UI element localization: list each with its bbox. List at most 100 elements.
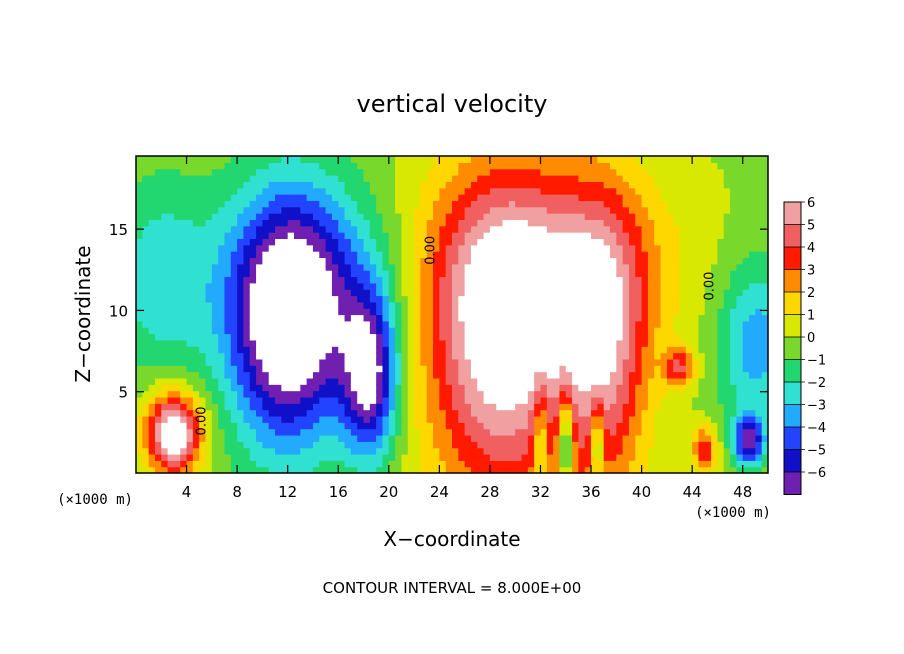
heatmap-cell — [173, 276, 181, 284]
heatmap-cell — [281, 460, 289, 468]
heatmap-cell — [483, 238, 491, 246]
heatmap-cell — [534, 244, 542, 252]
heatmap-cell — [344, 390, 352, 398]
heatmap-cell — [730, 181, 737, 189]
heatmap-cell — [477, 453, 485, 461]
heatmap-cell — [192, 187, 200, 195]
heatmap-cell — [761, 308, 768, 316]
heatmap-cell — [420, 390, 428, 398]
heatmap-cell — [161, 333, 169, 341]
heatmap-cell — [199, 181, 207, 189]
heatmap-cell — [325, 384, 333, 392]
heatmap-cell — [515, 289, 523, 297]
heatmap-cell — [458, 270, 466, 278]
heatmap-cell — [723, 257, 731, 265]
heatmap-cell — [287, 352, 295, 360]
heatmap-cell — [344, 187, 352, 195]
heatmap-cell — [294, 390, 301, 398]
heatmap-cell — [407, 301, 415, 309]
heatmap-cell — [515, 244, 523, 252]
heatmap-cell — [199, 263, 207, 271]
heatmap-cell — [692, 333, 700, 341]
heatmap-cell — [287, 434, 295, 442]
heatmap-cell — [749, 213, 756, 220]
heatmap-cell — [268, 251, 276, 259]
heatmap-cell — [237, 162, 245, 170]
heatmap-cell — [742, 384, 750, 392]
heatmap-cell — [540, 333, 548, 341]
heatmap-cell — [167, 263, 175, 271]
heatmap-cell — [622, 282, 630, 290]
heatmap-cell — [312, 333, 320, 341]
heatmap-cell — [363, 441, 371, 449]
heatmap-cell — [237, 428, 245, 436]
heatmap-cell — [527, 441, 535, 449]
heatmap-cell — [673, 384, 681, 392]
heatmap-cell — [597, 415, 605, 423]
heatmap-cell — [508, 333, 516, 341]
heatmap-cell — [546, 181, 554, 189]
heatmap-cell — [603, 194, 611, 201]
heatmap-cell — [622, 175, 630, 182]
heatmap-cell — [470, 339, 478, 347]
heatmap-cell — [173, 453, 181, 461]
heatmap-cell — [622, 168, 630, 176]
heatmap-cell — [616, 447, 624, 455]
heatmap-cell — [331, 320, 339, 328]
heatmap-cell — [382, 156, 390, 163]
heatmap-cell — [660, 225, 668, 233]
heatmap-cell — [698, 257, 706, 265]
heatmap-cell — [357, 175, 365, 182]
heatmap-cell — [357, 441, 365, 449]
heatmap-cell — [616, 352, 624, 360]
heatmap-cell — [161, 339, 169, 347]
heatmap-cell — [256, 263, 263, 271]
heatmap-cell — [224, 156, 232, 163]
heatmap-cell — [275, 301, 282, 309]
heatmap-cell — [584, 314, 592, 322]
heatmap-cell — [704, 314, 712, 322]
heatmap-cell — [420, 453, 428, 461]
heatmap-cell — [666, 206, 674, 214]
heatmap-cell — [502, 194, 510, 201]
heatmap-cell — [673, 428, 681, 436]
heatmap-cell — [211, 460, 219, 468]
heatmap-cell — [692, 238, 700, 246]
heatmap-cell — [192, 168, 200, 176]
heatmap-cell — [256, 460, 263, 468]
heatmap-cell — [230, 333, 238, 341]
heatmap-cell — [742, 162, 750, 170]
heatmap-cell — [319, 314, 327, 322]
heatmap-cell — [755, 181, 763, 189]
heatmap-cell — [395, 384, 403, 392]
heatmap-cell — [565, 358, 573, 366]
heatmap-cell — [312, 447, 320, 455]
heatmap-cell — [711, 390, 719, 398]
heatmap-cell — [433, 308, 440, 316]
heatmap-cell — [635, 460, 643, 468]
heatmap-cell — [186, 346, 194, 354]
heatmap-cell — [483, 200, 491, 208]
heatmap-cell — [357, 403, 365, 411]
heatmap-cell — [199, 422, 207, 430]
heatmap-cell — [414, 282, 421, 290]
heatmap-cell — [439, 377, 447, 385]
heatmap-cell — [704, 257, 712, 265]
heatmap-cell — [154, 377, 162, 385]
heatmap-cell — [502, 238, 510, 246]
heatmap-cell — [249, 460, 257, 468]
heatmap-cell — [319, 409, 327, 417]
heatmap-cell — [414, 301, 421, 309]
heatmap-cell — [723, 352, 731, 360]
heatmap-cell — [173, 384, 181, 392]
heatmap-cell — [647, 409, 655, 417]
heatmap-cell — [395, 333, 403, 341]
heatmap-cell — [344, 213, 352, 220]
heatmap-cell — [287, 168, 295, 176]
heatmap-cell — [654, 263, 662, 271]
heatmap-cell — [698, 232, 706, 240]
heatmap-cell — [452, 447, 459, 455]
heatmap-cell — [692, 346, 700, 354]
heatmap-cell — [647, 270, 655, 278]
heatmap-cell — [521, 162, 529, 170]
